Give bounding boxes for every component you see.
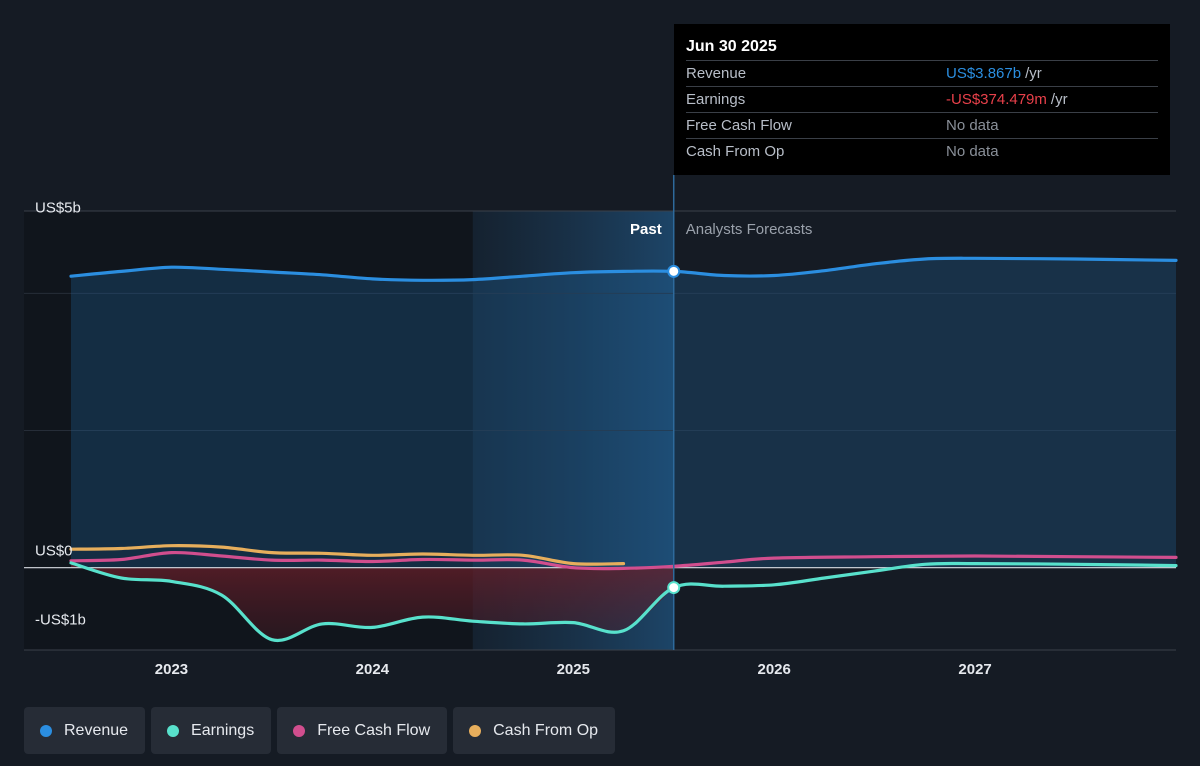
tooltip-label: Earnings <box>686 91 746 108</box>
y-axis-label: US$5b <box>35 200 81 217</box>
x-tick-label: 2026 <box>757 661 790 678</box>
legend: Revenue Earnings Free Cash Flow Cash Fro… <box>24 707 616 754</box>
legend-dot-icon <box>40 724 52 737</box>
tooltip-value: No data <box>946 117 1003 134</box>
tooltip-label: Free Cash Flow <box>686 117 792 134</box>
x-tick-label: 2027 <box>958 661 991 678</box>
y-axis-label: -US$1b <box>35 611 86 628</box>
free-cash-flow-line <box>69 550 1178 571</box>
x-tick-label: 2023 <box>155 661 188 678</box>
legend-dot-icon <box>167 724 180 737</box>
tooltip: Jun 30 2025 Revenue US$3.867b/yr Earning… <box>674 24 1170 175</box>
tooltip-label: Cash From Op <box>686 143 785 160</box>
tooltip-label: Revenue <box>686 65 747 82</box>
tooltip-value: No data <box>946 143 1003 160</box>
tooltip-date: Jun 30 2025 <box>686 38 777 55</box>
revenue-marker[interactable] <box>667 264 681 278</box>
tooltip-row-earnings: Earnings -US$374.479m/yr <box>686 86 1158 112</box>
legend-dot-icon <box>469 724 482 737</box>
revenue-area <box>71 258 1176 568</box>
legend-dot-icon <box>293 724 306 737</box>
tooltip-value-number: No data <box>946 143 999 160</box>
revenue-line <box>69 256 1178 282</box>
tooltip-unit: /yr <box>1025 65 1042 82</box>
tooltip-row-free-cash-flow: Free Cash Flow No data <box>686 112 1158 138</box>
forecast-label: Analysts Forecasts <box>686 221 813 238</box>
tooltip-unit: /yr <box>1050 91 1068 108</box>
tooltip-value-number: US$3.867b <box>946 65 1022 82</box>
earnings-line <box>69 561 1178 643</box>
cash-from-op-line <box>69 544 626 566</box>
earnings-marker[interactable] <box>667 581 681 595</box>
legend-item-earnings[interactable]: Earnings <box>151 707 272 754</box>
legend-label: Revenue <box>64 721 129 739</box>
legend-label: Earnings <box>191 721 255 739</box>
earnings-area <box>71 562 674 641</box>
legend-item-free-cash-flow[interactable]: Free Cash Flow <box>277 707 448 754</box>
tooltip-row-revenue: Revenue US$3.867b/yr <box>686 60 1158 86</box>
tooltip-value: US$3.867b/yr <box>946 65 1042 82</box>
tooltip-value: -US$374.479m/yr <box>946 91 1068 108</box>
y-axis-label: US$0 <box>35 543 73 560</box>
x-tick-label: 2025 <box>557 661 590 678</box>
tooltip-value-number: -US$374.479m <box>946 91 1047 108</box>
past-label: Past <box>630 221 662 238</box>
legend-item-revenue[interactable]: Revenue <box>24 707 146 754</box>
legend-label: Cash From Op <box>493 721 599 739</box>
tooltip-row-cash-from-op: Cash From Op No data <box>686 138 1158 164</box>
legend-item-cash-from-op[interactable]: Cash From Op <box>453 707 616 754</box>
legend-label: Free Cash Flow <box>317 721 431 739</box>
tooltip-value-number: No data <box>946 117 999 134</box>
x-tick-label: 2024 <box>356 661 390 678</box>
